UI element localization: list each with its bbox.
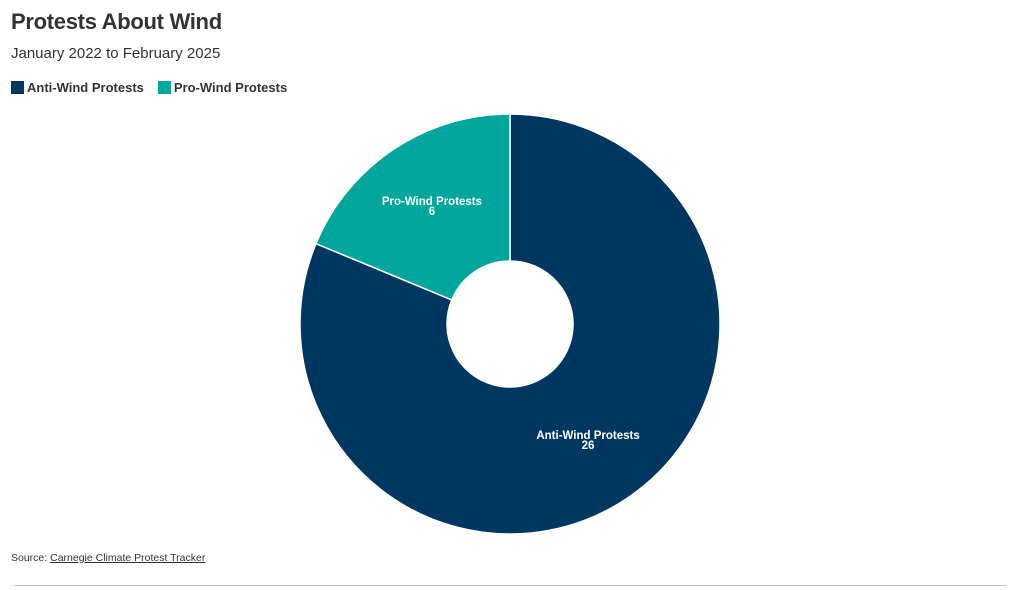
chart-subtitle: January 2022 to February 2025	[11, 45, 221, 62]
source-note: Source: Carnegie Climate Protest Tracker	[11, 552, 205, 564]
slice-label-value-anti-wind-protests: 26	[582, 440, 595, 452]
donut-slice-pro-wind-protests[interactable]	[315, 113, 511, 301]
legend-item-anti-wind[interactable]: Anti-Wind Protests	[11, 80, 144, 95]
slice-label-value-pro-wind-protests: 6	[429, 206, 435, 218]
legend-label-anti-wind: Anti-Wind Protests	[27, 80, 144, 95]
legend-item-pro-wind[interactable]: Pro-Wind Protests	[157, 80, 288, 95]
legend-swatch-anti-wind	[11, 81, 24, 94]
donut-slice-anti-wind-protests[interactable]	[299, 113, 721, 535]
footer-divider	[14, 585, 1006, 586]
slice-label-name-pro-wind-protests: Pro-Wind Protests	[382, 196, 482, 208]
chart-legend: Anti-Wind Protests Pro-Wind Protests	[11, 80, 287, 95]
source-prefix: Source:	[11, 552, 51, 564]
legend-label-pro-wind: Pro-Wind Protests	[173, 80, 288, 95]
legend-swatch-pro-wind	[157, 81, 171, 94]
source-link[interactable]: Carnegie Climate Protest Tracker	[50, 552, 206, 564]
slice-label-name-anti-wind-protests: Anti-Wind Protests	[536, 430, 639, 442]
chart-title: Protests About Wind	[11, 9, 222, 34]
